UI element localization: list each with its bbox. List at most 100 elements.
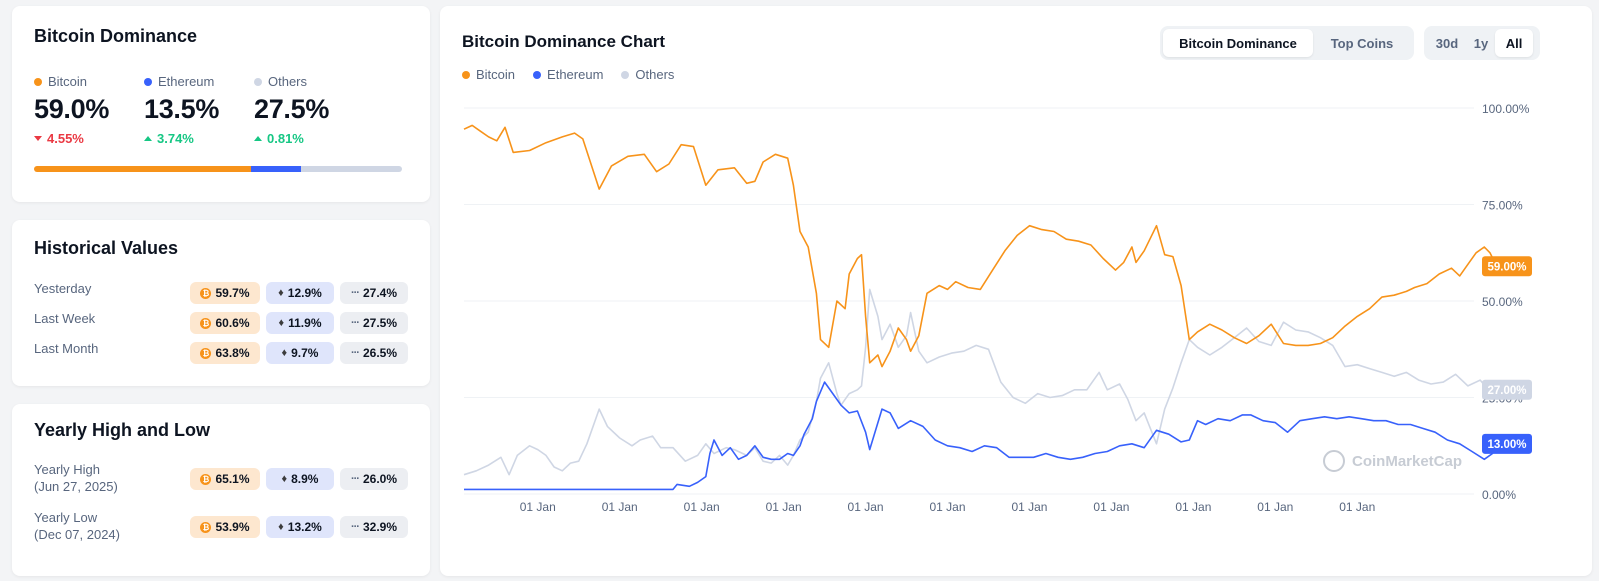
btc-value-pill: ₿ 60.6% [190, 312, 260, 334]
others-value-pill: ··· 27.4% [340, 282, 408, 304]
x-tick-label: 01 Jan [1011, 500, 1047, 514]
x-tick-label: 01 Jan [1339, 500, 1375, 514]
dominance-item-value: 27.5% [254, 94, 330, 124]
btc-value-pill: ₿ 63.8% [190, 342, 260, 364]
legend-item-bitcoin[interactable]: Bitcoin [462, 67, 515, 82]
legend-label: Ethereum [547, 67, 604, 82]
dominance-title: Bitcoin Dominance [34, 26, 198, 46]
historical-label: Last Week [34, 311, 96, 326]
dominance-card: Bitcoin Dominance Bitcoin 59.0% 4.55% Et… [12, 6, 430, 202]
series-line-ethereum [464, 381, 1499, 491]
yearly-date: (Dec 07, 2024) [34, 527, 120, 542]
bitcoin-coin-icon: ₿ [200, 317, 212, 329]
ellipsis-icon: ··· [350, 347, 360, 359]
others-value-pill: ··· 26.5% [340, 342, 408, 364]
ethereum-diamond-icon: ♦ [278, 287, 284, 299]
eth-value-pill: ♦ 9.7% [266, 342, 334, 364]
range-30d-button[interactable]: 30d [1435, 35, 1459, 51]
coinmarketcap-watermark: CoinMarketCap [1323, 450, 1462, 472]
btc-value: 60.6% [215, 316, 250, 330]
dominance-item-others: Others 27.5% 0.81% [254, 74, 364, 146]
x-tick-label: 01 Jan [602, 500, 638, 514]
triangle-up-icon [144, 136, 152, 141]
series-line-others [463, 288, 1497, 476]
dominance-item-value: 59.0% [34, 94, 110, 124]
dominance-item-name: Bitcoin [48, 74, 88, 89]
dominance-item-name: Ethereum [158, 74, 215, 89]
bitcoin-coin-icon: ₿ [200, 473, 212, 485]
dominance-item-name: Others [268, 74, 308, 89]
yearly-label: Yearly High (Jun 27, 2025) [34, 461, 118, 495]
yearly-label-text: Yearly Low [34, 510, 98, 525]
eth-value-pill: ♦ 8.9% [266, 468, 334, 490]
share-segment-ethereum [251, 166, 301, 172]
others-dot-icon [254, 77, 262, 86]
current-value-label-bitcoin: 59.00% [1487, 261, 1526, 273]
historical-title: Historical Values [34, 238, 179, 258]
btc-value-pill: ₿ 59.7% [190, 282, 260, 304]
yearly-row: Yearly High (Jun 27, 2025) ₿ 65.1% ♦ 8.9% ·… [34, 462, 408, 494]
current-value-label-ethereum: 13.00% [1487, 439, 1526, 451]
current-value-badge-ethereum [1482, 433, 1532, 454]
share-segment-others [300, 166, 402, 172]
eth-value: 9.7% [291, 346, 319, 360]
others-value: 27.5% [362, 316, 398, 330]
eth-value-pill: ♦ 12.9% [266, 282, 334, 304]
range-all-button[interactable]: All [1495, 29, 1533, 57]
ethereum-diamond-icon: ♦ [278, 317, 285, 329]
current-value-badge-others [1482, 379, 1532, 400]
yearly-label: Yearly Low (Dec 07, 2024) [34, 509, 120, 543]
others-value: 26.5% [362, 346, 398, 360]
ethereum-dot-icon [144, 77, 152, 86]
eth-value: 13.2% [287, 520, 322, 534]
dominance-item-change: 3.74% [157, 131, 194, 146]
range-1y-button[interactable]: 1y [1473, 35, 1489, 51]
bitcoin-coin-icon: ₿ [200, 287, 212, 299]
ethereum-diamond-icon: ♦ [281, 347, 288, 359]
value-pills: ₿ 65.1% ♦ 8.9% ··· 26.0% [190, 468, 408, 490]
tab-top-coins[interactable]: Top Coins [1330, 35, 1394, 51]
legend-item-ethereum[interactable]: Ethereum [533, 67, 603, 82]
dominance-item-change: 0.81% [267, 131, 304, 146]
x-tick-label: 01 Jan [929, 500, 965, 514]
dominance-legend: Bitcoin 59.0% 4.55% Ethereum 13.5% 3.74%… [34, 74, 364, 146]
yearly-title: Yearly High and Low [34, 420, 211, 440]
chart-type-toggle: Bitcoin Dominance Top Coins [1160, 26, 1414, 60]
tab-bitcoin-dominance[interactable]: Bitcoin Dominance [1163, 29, 1313, 57]
x-tick-label: 01 Jan [1175, 500, 1211, 514]
bitcoin-coin-icon: ₿ [200, 347, 212, 359]
bitcoin-coin-icon: ₿ [200, 521, 212, 533]
x-tick-label: 01 Jan [1257, 500, 1293, 514]
x-tick-label: 01 Jan [1093, 500, 1129, 514]
share-segment-bitcoin [34, 166, 252, 172]
eth-value: 12.9% [287, 286, 322, 300]
legend-item-others[interactable]: Others [621, 67, 674, 82]
bitcoin-dot-icon [34, 77, 42, 86]
value-pills: ₿ 53.9% ♦ 13.2% ··· 32.9% [190, 516, 408, 538]
btc-value: 53.9% [215, 520, 250, 534]
historical-row: Last Month ₿ 63.8% ♦ 9.7% ··· 26.5% [34, 341, 408, 364]
y-tick-label: 0.00% [1482, 488, 1516, 502]
yearly-label-text: Yearly High [34, 462, 101, 477]
ethereum-dot-icon [533, 70, 542, 79]
yearly-row: Yearly Low (Dec 07, 2024) ₿ 53.9% ♦ 13.2% ·… [34, 510, 408, 542]
x-tick-label: 01 Jan [684, 500, 720, 514]
others-value: 32.9% [362, 520, 398, 534]
others-value-pill: ··· 27.5% [340, 312, 408, 334]
ethereum-diamond-icon: ♦ [281, 473, 288, 485]
time-range-toggle: 30d 1y All [1424, 26, 1540, 60]
triangle-down-icon [34, 136, 42, 141]
current-value-label-others: 27.00% [1487, 385, 1526, 397]
yearly-date: (Jun 27, 2025) [34, 479, 118, 494]
x-tick-label: 01 Jan [848, 500, 884, 514]
eth-value-pill: ♦ 13.2% [266, 516, 334, 538]
ellipsis-icon: ··· [350, 521, 360, 533]
historical-row: Yesterday ₿ 59.7% ♦ 12.9% ··· 27.4% [34, 281, 408, 304]
yearly-high-low-card: Yearly High and Low Yearly High (Jun 27, … [12, 404, 430, 576]
others-value: 26.0% [362, 472, 398, 486]
btc-value: 63.8% [215, 346, 250, 360]
btc-value-pill: ₿ 53.9% [190, 516, 260, 538]
legend-label: Bitcoin [476, 67, 516, 82]
x-tick-label: 01 Jan [766, 500, 802, 514]
